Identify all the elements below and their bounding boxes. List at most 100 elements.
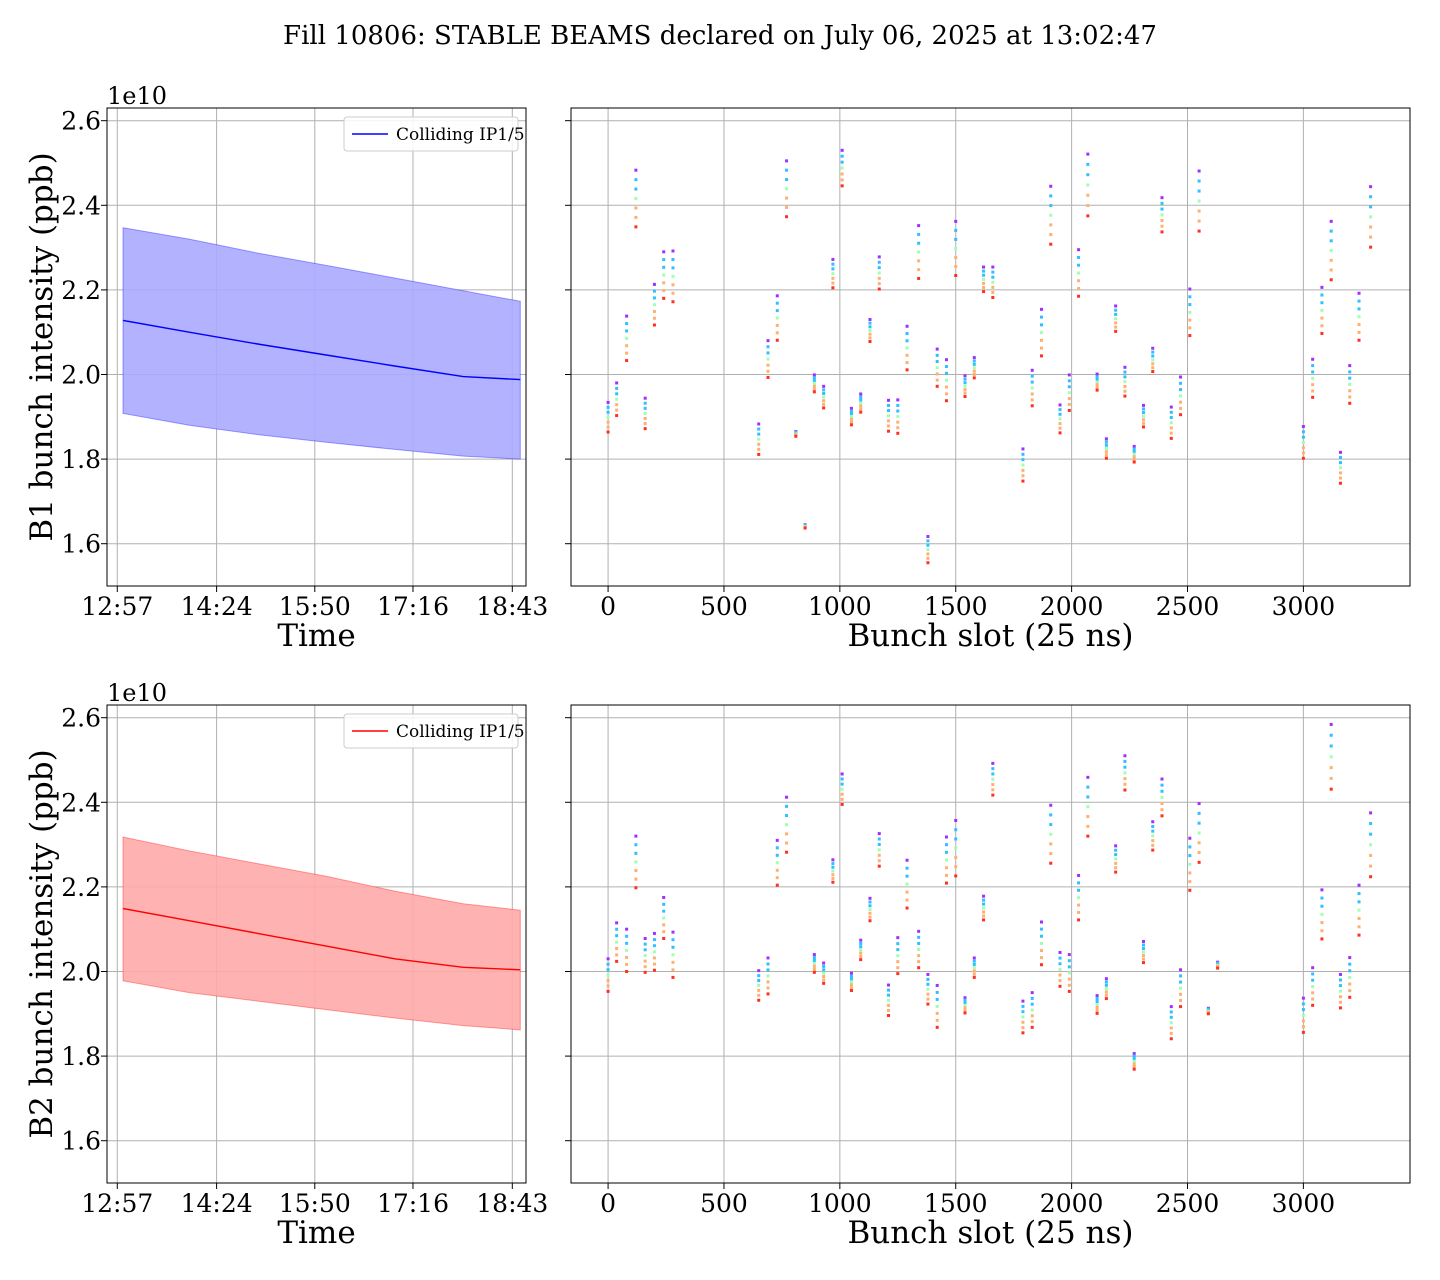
legend-box bbox=[343, 116, 519, 152]
x-tick-label: 12:57 bbox=[81, 592, 153, 621]
bunch-point bbox=[840, 160, 844, 164]
bunch-point bbox=[803, 526, 807, 530]
bunch-point bbox=[615, 940, 619, 944]
bunch-point bbox=[1151, 843, 1155, 847]
bunch-point bbox=[963, 1001, 967, 1005]
bunch-point bbox=[1039, 307, 1043, 311]
bunch-point bbox=[1188, 287, 1192, 291]
bunch-point bbox=[972, 969, 976, 973]
bunch-point bbox=[963, 1003, 967, 1007]
bunch-point bbox=[868, 908, 872, 912]
bunch-point bbox=[877, 282, 881, 286]
bunch-point bbox=[1311, 395, 1315, 399]
bunch-point bbox=[982, 277, 986, 281]
bunch-point bbox=[671, 930, 675, 934]
bunch-point bbox=[1179, 375, 1183, 379]
bunch-point bbox=[972, 359, 976, 363]
bunch-point bbox=[1095, 385, 1099, 389]
bunch-point bbox=[606, 410, 610, 414]
bunch-point bbox=[757, 432, 761, 436]
bunch-point bbox=[859, 945, 863, 949]
bunch-point bbox=[757, 974, 761, 978]
bunch-point bbox=[1077, 910, 1081, 914]
bunch-point bbox=[775, 846, 779, 850]
bunch-point bbox=[1077, 271, 1081, 275]
bunch-point bbox=[1348, 956, 1352, 960]
bunch-point bbox=[868, 911, 872, 915]
bunch-point bbox=[917, 947, 921, 951]
y-tick-label: 2.6 bbox=[61, 704, 101, 733]
bunch-point bbox=[926, 987, 930, 991]
x-tick-label: 3000 bbox=[1272, 592, 1336, 621]
bunch-point bbox=[615, 927, 619, 931]
bunch-point bbox=[944, 866, 948, 870]
bunch-point bbox=[905, 324, 909, 328]
bunch-point bbox=[1311, 997, 1315, 1001]
bunch-point bbox=[1058, 956, 1062, 960]
bunch-point bbox=[1095, 1011, 1099, 1015]
bunch-point bbox=[1021, 1010, 1025, 1014]
bunch-point bbox=[868, 915, 872, 919]
bunch-point bbox=[1039, 315, 1043, 319]
bunch-point bbox=[917, 224, 921, 228]
bunch-point bbox=[1188, 295, 1192, 299]
bunch-point bbox=[1077, 248, 1081, 252]
bunch-point bbox=[1039, 354, 1043, 358]
bunch-point bbox=[859, 401, 863, 405]
bunch-point bbox=[944, 385, 948, 389]
bunch-point bbox=[1311, 991, 1315, 995]
bunch-point bbox=[1021, 452, 1025, 456]
bunch-point bbox=[972, 369, 976, 373]
bunch-point bbox=[1357, 323, 1361, 327]
bunch-point bbox=[1077, 918, 1081, 922]
bunch-point bbox=[671, 274, 675, 278]
bunch-point bbox=[849, 986, 853, 990]
y-offset-text: 1e10 bbox=[107, 82, 167, 110]
bunch-point bbox=[652, 938, 656, 942]
bunch-point bbox=[1086, 173, 1090, 177]
bunch-point bbox=[1179, 388, 1183, 392]
bunch-point bbox=[1179, 986, 1183, 990]
x-axis-label: Bunch slot (25 ns) bbox=[847, 1215, 1133, 1251]
bunch-point bbox=[822, 395, 826, 399]
bunch-point bbox=[662, 902, 666, 906]
bunch-point bbox=[917, 960, 921, 964]
bunch-point bbox=[991, 772, 995, 776]
bunch-point bbox=[606, 425, 610, 429]
legend-box bbox=[343, 713, 519, 749]
bunch-point bbox=[1123, 771, 1127, 775]
bunch-point bbox=[1141, 411, 1145, 415]
bunch-point bbox=[831, 257, 835, 261]
bunch-point bbox=[935, 353, 939, 357]
bunch-point bbox=[1357, 307, 1361, 311]
bunch-point bbox=[634, 834, 638, 838]
bunch-point bbox=[1188, 880, 1192, 884]
x-tick-label: 0 bbox=[600, 1189, 616, 1218]
bunch-point bbox=[1160, 224, 1164, 228]
bunch-point bbox=[634, 843, 638, 847]
bunch-point bbox=[1169, 421, 1173, 425]
bunch-point bbox=[606, 973, 610, 977]
bunch-point bbox=[775, 294, 779, 298]
bunch-point bbox=[766, 980, 770, 984]
figure-title: Fill 10806: STABLE BEAMS declared on Jul… bbox=[283, 21, 1157, 51]
bunch-point bbox=[785, 196, 789, 200]
bunch-point bbox=[1104, 980, 1108, 984]
bunch-point bbox=[1311, 364, 1315, 368]
bunch-point bbox=[1151, 820, 1155, 824]
bunch-point bbox=[887, 429, 891, 433]
bunch-point bbox=[1021, 999, 1025, 1003]
bunch-point bbox=[1160, 196, 1164, 200]
bunch-point bbox=[1357, 315, 1361, 319]
bunch-point bbox=[1320, 912, 1324, 916]
bunch-point bbox=[1179, 980, 1183, 984]
bunch-point bbox=[1160, 230, 1164, 234]
bunch-point bbox=[1320, 921, 1324, 925]
bunch-point bbox=[1067, 953, 1071, 957]
bunch-point bbox=[1369, 245, 1373, 249]
bunch-point bbox=[1123, 375, 1127, 379]
bunch-point bbox=[1086, 834, 1090, 838]
bunch-point bbox=[831, 276, 835, 280]
bunch-point bbox=[757, 988, 761, 992]
